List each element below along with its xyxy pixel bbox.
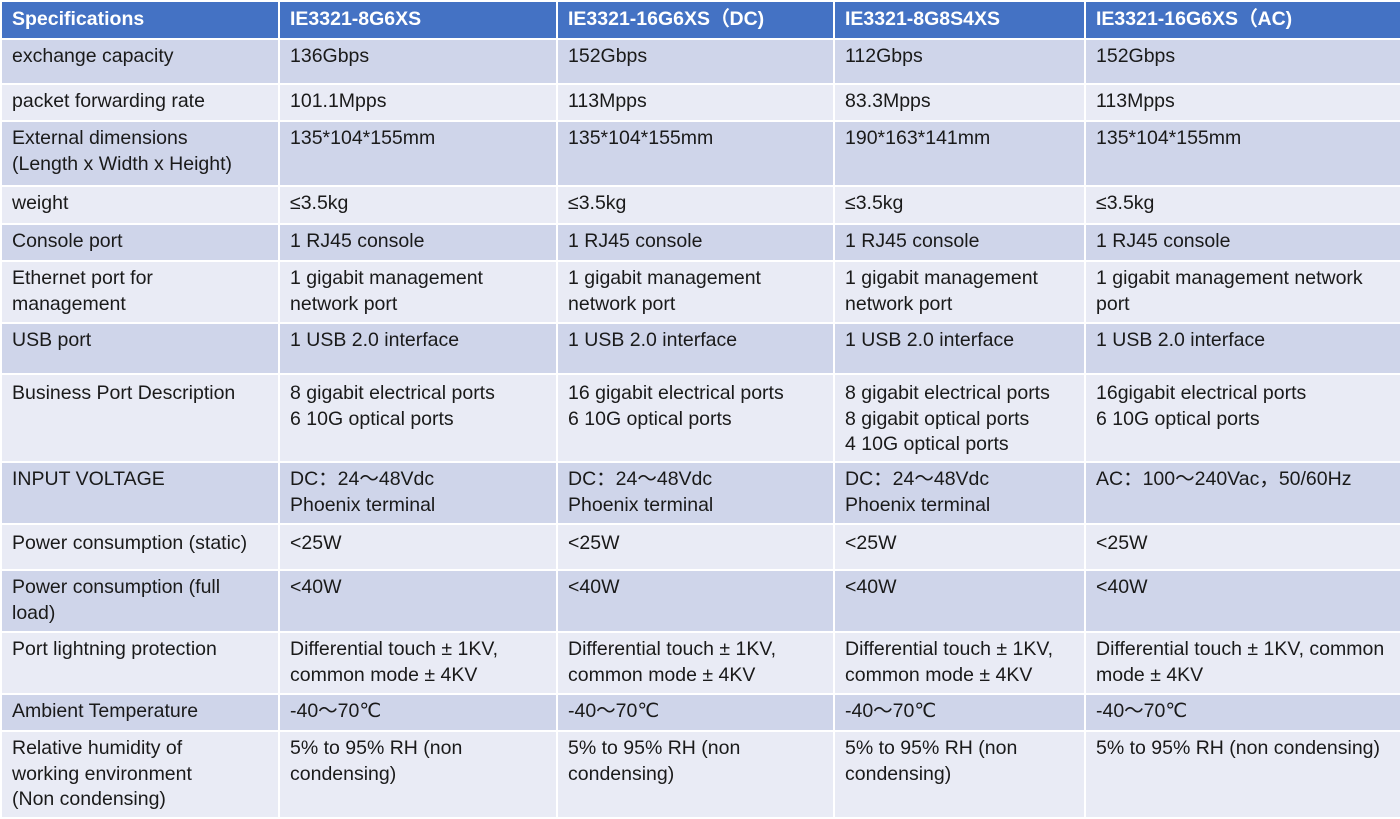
row-label-packet-forwarding-rate: packet forwarding rate [0, 83, 280, 122]
table-cell: 1 RJ45 console [1084, 223, 1400, 262]
table-row: exchange capacity 136Gbps 152Gbps 112Gbp… [0, 38, 1400, 85]
table-cell: 83.3Mpps [833, 83, 1086, 122]
table-cell: <25W [556, 523, 835, 571]
table-cell: 1 gigabit management network port [1084, 260, 1400, 324]
table-cell: 5% to 95% RH (non condensing) [1084, 730, 1400, 819]
table-row: INPUT VOLTAGE DC：24～48Vdc Phoenix termin… [0, 461, 1400, 525]
header-ie3321-8g6xs: IE3321-8G6XS [278, 0, 558, 40]
table-cell: Differential touch ± 1KV, common mode ± … [278, 631, 558, 695]
table-cell: 152Gbps [556, 38, 835, 85]
table-cell: 5% to 95% RH (non condensing) [833, 730, 1086, 819]
row-label-console-port: Console port [0, 223, 280, 262]
table-cell: 190*163*141mm [833, 120, 1086, 187]
table-cell: AC：100～240Vac，50/60Hz [1084, 461, 1400, 525]
table-cell: <25W [1084, 523, 1400, 571]
header-row: Specifications IE3321-8G6XS IE3321-16G6X… [0, 0, 1400, 40]
row-label-lightning-protection: Port lightning protection [0, 631, 280, 695]
header-ie3321-16g6xs-dc: IE3321-16G6XS（DC) [556, 0, 835, 40]
table-row: Console port 1 RJ45 console 1 RJ45 conso… [0, 223, 1400, 262]
row-label-business-port: Business Port Description [0, 373, 280, 463]
table-row: Business Port Description 8 gigabit elec… [0, 373, 1400, 463]
table-cell: ≤3.5kg [278, 185, 558, 225]
table-cell: DC：24～48Vdc Phoenix terminal [833, 461, 1086, 525]
table-cell: -40～70℃ [833, 693, 1086, 732]
row-label-ambient-temperature: Ambient Temperature [0, 693, 280, 732]
table-row: Power consumption (static) <25W <25W <25… [0, 523, 1400, 571]
table-cell: DC：24～48Vdc Phoenix terminal [278, 461, 558, 525]
table-row: Port lightning protection Differential t… [0, 631, 1400, 695]
table-row: weight ≤3.5kg ≤3.5kg ≤3.5kg ≤3.5kg [0, 185, 1400, 225]
table-cell: Differential touch ± 1KV, common mode ± … [1084, 631, 1400, 695]
table-cell: 1 gigabit management network port [556, 260, 835, 324]
table-cell: 135*104*155mm [1084, 120, 1400, 187]
table-cell: 113Mpps [556, 83, 835, 122]
table-cell: -40～70℃ [556, 693, 835, 732]
row-label-power-full-load: Power consumption (full load) [0, 569, 280, 633]
table-cell: 8 gigabit electrical ports 6 10G optical… [278, 373, 558, 463]
table-cell: DC：24～48Vdc Phoenix terminal [556, 461, 835, 525]
header-ie3321-8g8s4xs: IE3321-8G8S4XS [833, 0, 1086, 40]
row-label-external-dimensions: External dimensions (Length x Width x He… [0, 120, 280, 187]
table-cell: 1 RJ45 console [278, 223, 558, 262]
table-cell: 5% to 95% RH (non condensing) [278, 730, 558, 819]
table-cell: 101.1Mpps [278, 83, 558, 122]
table-cell: 1 USB 2.0 interface [833, 322, 1086, 375]
row-label-input-voltage: INPUT VOLTAGE [0, 461, 280, 525]
table-cell: 1 gigabit management network port [278, 260, 558, 324]
table-cell: 1 USB 2.0 interface [1084, 322, 1400, 375]
header-specifications: Specifications [0, 0, 280, 40]
row-label-ethernet-port: Ethernet port for management [0, 260, 280, 324]
table-cell: Differential touch ± 1KV, common mode ± … [833, 631, 1086, 695]
table-cell: <40W [556, 569, 835, 633]
table-cell: <40W [278, 569, 558, 633]
table-cell: ≤3.5kg [1084, 185, 1400, 225]
table-cell: ≤3.5kg [833, 185, 1086, 225]
table-cell: <25W [278, 523, 558, 571]
table-cell: 5% to 95% RH (non condensing) [556, 730, 835, 819]
table-row: External dimensions (Length x Width x He… [0, 120, 1400, 187]
table-cell: 112Gbps [833, 38, 1086, 85]
table-cell: 135*104*155mm [556, 120, 835, 187]
row-label-exchange-capacity: exchange capacity [0, 38, 280, 85]
table-cell: 135*104*155mm [278, 120, 558, 187]
table-row: Power consumption (full load) <40W <40W … [0, 569, 1400, 633]
row-label-relative-humidity: Relative humidity of working environment… [0, 730, 280, 819]
table-cell: 136Gbps [278, 38, 558, 85]
table-row: Ethernet port for management 1 gigabit m… [0, 260, 1400, 324]
table-cell: Differential touch ± 1KV, common mode ± … [556, 631, 835, 695]
table-cell: 1 RJ45 console [556, 223, 835, 262]
table-cell: 1 USB 2.0 interface [278, 322, 558, 375]
table-cell: <40W [833, 569, 1086, 633]
table-cell: ≤3.5kg [556, 185, 835, 225]
table-row: packet forwarding rate 101.1Mpps 113Mpps… [0, 83, 1400, 122]
table-cell: 16 gigabit electrical ports 6 10G optica… [556, 373, 835, 463]
table-cell: 1 USB 2.0 interface [556, 322, 835, 375]
table-cell: 8 gigabit electrical ports 8 gigabit opt… [833, 373, 1086, 463]
table-row: USB port 1 USB 2.0 interface 1 USB 2.0 i… [0, 322, 1400, 375]
table-cell: 16gigabit electrical ports 6 10G optical… [1084, 373, 1400, 463]
table-row: Ambient Temperature -40～70℃ -40～70℃ -40～… [0, 693, 1400, 732]
table-cell: -40～70℃ [278, 693, 558, 732]
table-cell: 152Gbps [1084, 38, 1400, 85]
row-label-power-static: Power consumption (static) [0, 523, 280, 571]
row-label-usb-port: USB port [0, 322, 280, 375]
table-cell: 1 gigabit management network port [833, 260, 1086, 324]
header-ie3321-16g6xs-ac: IE3321-16G6XS（AC) [1084, 0, 1400, 40]
table-cell: -40～70℃ [1084, 693, 1400, 732]
table-cell: <25W [833, 523, 1086, 571]
table-cell: 1 RJ45 console [833, 223, 1086, 262]
table-row: Relative humidity of working environment… [0, 730, 1400, 819]
table-cell: <40W [1084, 569, 1400, 633]
row-label-weight: weight [0, 185, 280, 225]
table-cell: 113Mpps [1084, 83, 1400, 122]
